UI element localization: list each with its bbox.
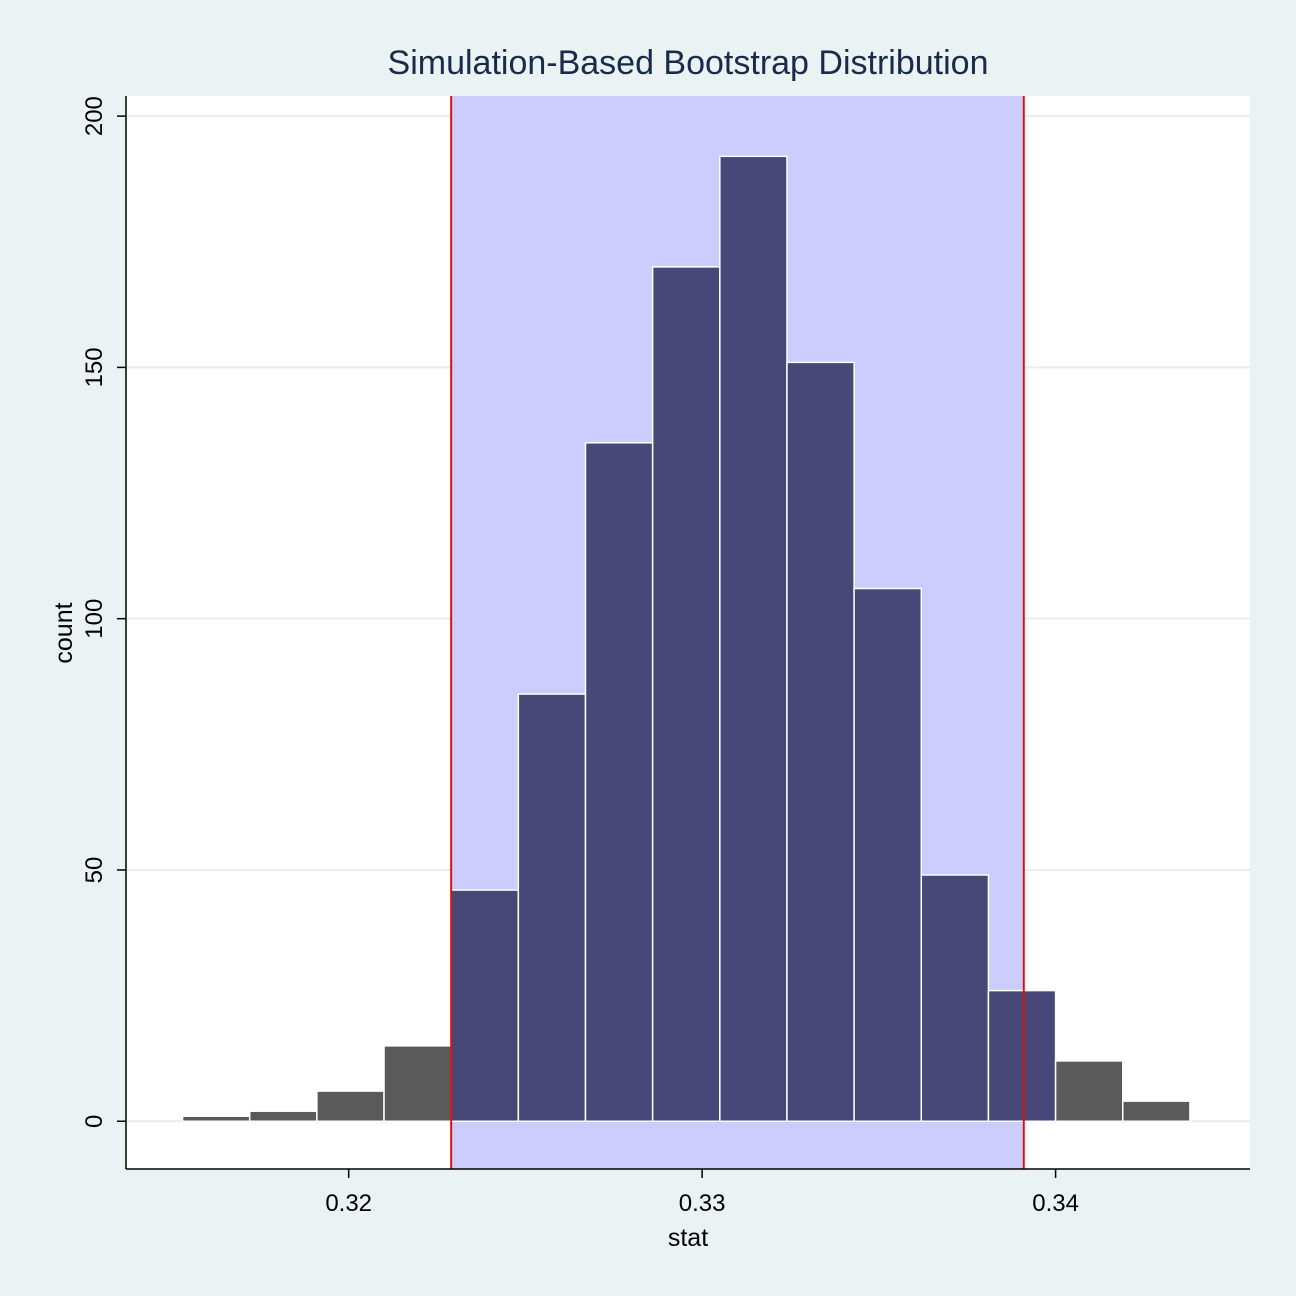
- histogram-bar: [517, 693, 587, 1123]
- x-tick-label: 0.34: [1032, 1190, 1079, 1217]
- y-tick-label: 0: [81, 1115, 108, 1128]
- x-tick-label: 0.33: [679, 1190, 726, 1217]
- axes: [125, 96, 1250, 1170]
- histogram-bars: [181, 155, 1191, 1123]
- histogram-bar: [920, 874, 990, 1123]
- histogram-bar: [853, 587, 923, 1123]
- histogram-bar: [1122, 1100, 1191, 1123]
- histogram-bar: [316, 1090, 385, 1123]
- histogram-bar: [719, 155, 788, 1123]
- y-tick-label: 50: [81, 857, 108, 884]
- x-axis-label: stat: [668, 1224, 708, 1252]
- histogram-bar: [1054, 1060, 1124, 1123]
- histogram-bar: [987, 989, 1057, 1123]
- y-axis-label: count: [50, 602, 78, 663]
- histogram-bar: [450, 889, 520, 1123]
- axis-ticks: 0.32 0.33 0.34 0 50 100 150 200: [81, 96, 1079, 1217]
- confidence-interval-lines: [450, 96, 1025, 1169]
- y-tick-label: 200: [81, 96, 108, 136]
- x-tick-label: 0.32: [325, 1190, 372, 1217]
- y-tick-label: 150: [81, 347, 108, 387]
- histogram-bar: [786, 361, 855, 1123]
- histogram-bar: [181, 1115, 251, 1123]
- histogram-bar: [383, 1045, 452, 1123]
- chart-title: Simulation-Based Bootstrap Distribution: [388, 44, 989, 82]
- histogram-bar: [584, 442, 654, 1123]
- histogram-bar: [248, 1110, 318, 1123]
- histogram-bar: [651, 266, 721, 1123]
- y-tick-label: 100: [81, 599, 108, 639]
